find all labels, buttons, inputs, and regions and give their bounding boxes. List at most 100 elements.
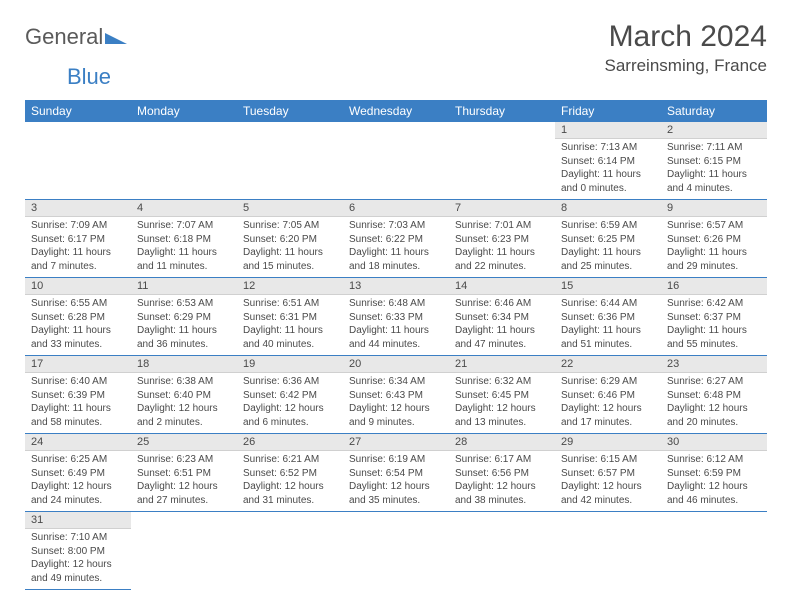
day-details: Sunrise: 6:32 AMSunset: 6:45 PMDaylight:… — [449, 373, 555, 433]
sunrise-text: Sunrise: 6:23 AM — [137, 453, 231, 467]
calendar-cell: 21Sunrise: 6:32 AMSunset: 6:45 PMDayligh… — [449, 356, 555, 434]
daylight-text: Daylight: 11 hours and 36 minutes. — [137, 324, 231, 351]
sunrise-text: Sunrise: 6:44 AM — [561, 297, 655, 311]
daylight-text: Daylight: 12 hours and 17 minutes. — [561, 402, 655, 429]
sunrise-text: Sunrise: 7:03 AM — [349, 219, 443, 233]
sunset-text: Sunset: 6:14 PM — [561, 155, 655, 169]
calendar-cell — [343, 512, 449, 590]
calendar-week-row: 10Sunrise: 6:55 AMSunset: 6:28 PMDayligh… — [25, 278, 767, 356]
sunset-text: Sunset: 6:51 PM — [137, 467, 231, 481]
daylight-text: Daylight: 11 hours and 25 minutes. — [561, 246, 655, 273]
weekday-header: Sunday — [25, 100, 131, 122]
day-number: 24 — [25, 434, 131, 451]
sunset-text: Sunset: 8:00 PM — [31, 545, 125, 559]
calendar-week-row: 31Sunrise: 7:10 AMSunset: 8:00 PMDayligh… — [25, 512, 767, 590]
day-details: Sunrise: 6:44 AMSunset: 6:36 PMDaylight:… — [555, 295, 661, 355]
sunset-text: Sunset: 6:54 PM — [349, 467, 443, 481]
logo-text: GeneralBlue — [25, 24, 127, 90]
day-details: Sunrise: 6:40 AMSunset: 6:39 PMDaylight:… — [25, 373, 131, 433]
daylight-text: Daylight: 12 hours and 27 minutes. — [137, 480, 231, 507]
calendar-header-row: SundayMondayTuesdayWednesdayThursdayFrid… — [25, 100, 767, 122]
day-number: 3 — [25, 200, 131, 217]
day-number: 5 — [237, 200, 343, 217]
day-details: Sunrise: 6:19 AMSunset: 6:54 PMDaylight:… — [343, 451, 449, 511]
sunrise-text: Sunrise: 6:57 AM — [667, 219, 761, 233]
calendar-cell: 25Sunrise: 6:23 AMSunset: 6:51 PMDayligh… — [131, 434, 237, 512]
sunset-text: Sunset: 6:25 PM — [561, 233, 655, 247]
day-number: 31 — [25, 512, 131, 529]
day-details: Sunrise: 6:46 AMSunset: 6:34 PMDaylight:… — [449, 295, 555, 355]
sunset-text: Sunset: 6:15 PM — [667, 155, 761, 169]
sunset-text: Sunset: 6:59 PM — [667, 467, 761, 481]
daylight-text: Daylight: 11 hours and 40 minutes. — [243, 324, 337, 351]
calendar-cell: 14Sunrise: 6:46 AMSunset: 6:34 PMDayligh… — [449, 278, 555, 356]
sunrise-text: Sunrise: 7:11 AM — [667, 141, 761, 155]
day-details: Sunrise: 6:55 AMSunset: 6:28 PMDaylight:… — [25, 295, 131, 355]
calendar-cell — [237, 122, 343, 200]
daylight-text: Daylight: 11 hours and 44 minutes. — [349, 324, 443, 351]
sunset-text: Sunset: 6:48 PM — [667, 389, 761, 403]
day-number: 19 — [237, 356, 343, 373]
daylight-text: Daylight: 11 hours and 55 minutes. — [667, 324, 761, 351]
sunrise-text: Sunrise: 6:15 AM — [561, 453, 655, 467]
day-number: 16 — [661, 278, 767, 295]
sunrise-text: Sunrise: 6:46 AM — [455, 297, 549, 311]
calendar-cell: 28Sunrise: 6:17 AMSunset: 6:56 PMDayligh… — [449, 434, 555, 512]
day-details: Sunrise: 6:38 AMSunset: 6:40 PMDaylight:… — [131, 373, 237, 433]
sunrise-text: Sunrise: 6:21 AM — [243, 453, 337, 467]
calendar-cell: 6Sunrise: 7:03 AMSunset: 6:22 PMDaylight… — [343, 200, 449, 278]
daylight-text: Daylight: 12 hours and 2 minutes. — [137, 402, 231, 429]
day-details: Sunrise: 6:48 AMSunset: 6:33 PMDaylight:… — [343, 295, 449, 355]
day-number: 27 — [343, 434, 449, 451]
day-details: Sunrise: 7:01 AMSunset: 6:23 PMDaylight:… — [449, 217, 555, 277]
day-number: 9 — [661, 200, 767, 217]
day-number: 13 — [343, 278, 449, 295]
sunrise-text: Sunrise: 7:10 AM — [31, 531, 125, 545]
daylight-text: Daylight: 11 hours and 0 minutes. — [561, 168, 655, 195]
daylight-text: Daylight: 12 hours and 20 minutes. — [667, 402, 761, 429]
calendar-cell — [343, 122, 449, 200]
sunrise-text: Sunrise: 6:42 AM — [667, 297, 761, 311]
weekday-header: Wednesday — [343, 100, 449, 122]
day-number: 30 — [661, 434, 767, 451]
day-details: Sunrise: 6:34 AMSunset: 6:43 PMDaylight:… — [343, 373, 449, 433]
calendar-cell — [661, 512, 767, 590]
calendar-cell: 17Sunrise: 6:40 AMSunset: 6:39 PMDayligh… — [25, 356, 131, 434]
sunset-text: Sunset: 6:31 PM — [243, 311, 337, 325]
calendar-cell — [25, 122, 131, 200]
sunrise-text: Sunrise: 6:48 AM — [349, 297, 443, 311]
day-details: Sunrise: 7:10 AMSunset: 8:00 PMDaylight:… — [25, 529, 131, 589]
sunset-text: Sunset: 6:42 PM — [243, 389, 337, 403]
day-details: Sunrise: 6:42 AMSunset: 6:37 PMDaylight:… — [661, 295, 767, 355]
daylight-text: Daylight: 11 hours and 29 minutes. — [667, 246, 761, 273]
day-details: Sunrise: 7:07 AMSunset: 6:18 PMDaylight:… — [131, 217, 237, 277]
daylight-text: Daylight: 11 hours and 33 minutes. — [31, 324, 125, 351]
calendar-cell: 13Sunrise: 6:48 AMSunset: 6:33 PMDayligh… — [343, 278, 449, 356]
sunrise-text: Sunrise: 6:25 AM — [31, 453, 125, 467]
day-number: 29 — [555, 434, 661, 451]
sunset-text: Sunset: 6:45 PM — [455, 389, 549, 403]
header: GeneralBlue March 2024 Sarreinsming, Fra… — [25, 20, 767, 90]
calendar-cell: 3Sunrise: 7:09 AMSunset: 6:17 PMDaylight… — [25, 200, 131, 278]
daylight-text: Daylight: 12 hours and 35 minutes. — [349, 480, 443, 507]
logo-blue: Blue — [67, 64, 111, 89]
sunset-text: Sunset: 6:23 PM — [455, 233, 549, 247]
sunset-text: Sunset: 6:33 PM — [349, 311, 443, 325]
sunrise-text: Sunrise: 6:51 AM — [243, 297, 337, 311]
sunset-text: Sunset: 6:22 PM — [349, 233, 443, 247]
calendar-cell: 10Sunrise: 6:55 AMSunset: 6:28 PMDayligh… — [25, 278, 131, 356]
day-number: 14 — [449, 278, 555, 295]
calendar-cell — [555, 512, 661, 590]
calendar-cell: 11Sunrise: 6:53 AMSunset: 6:29 PMDayligh… — [131, 278, 237, 356]
calendar-cell: 1Sunrise: 7:13 AMSunset: 6:14 PMDaylight… — [555, 122, 661, 200]
sunrise-text: Sunrise: 7:01 AM — [455, 219, 549, 233]
sunrise-text: Sunrise: 6:27 AM — [667, 375, 761, 389]
calendar-cell: 27Sunrise: 6:19 AMSunset: 6:54 PMDayligh… — [343, 434, 449, 512]
calendar-cell: 23Sunrise: 6:27 AMSunset: 6:48 PMDayligh… — [661, 356, 767, 434]
day-number: 18 — [131, 356, 237, 373]
sunrise-text: Sunrise: 6:29 AM — [561, 375, 655, 389]
sunset-text: Sunset: 6:18 PM — [137, 233, 231, 247]
sunset-text: Sunset: 6:46 PM — [561, 389, 655, 403]
calendar-cell: 31Sunrise: 7:10 AMSunset: 8:00 PMDayligh… — [25, 512, 131, 590]
day-number: 2 — [661, 122, 767, 139]
